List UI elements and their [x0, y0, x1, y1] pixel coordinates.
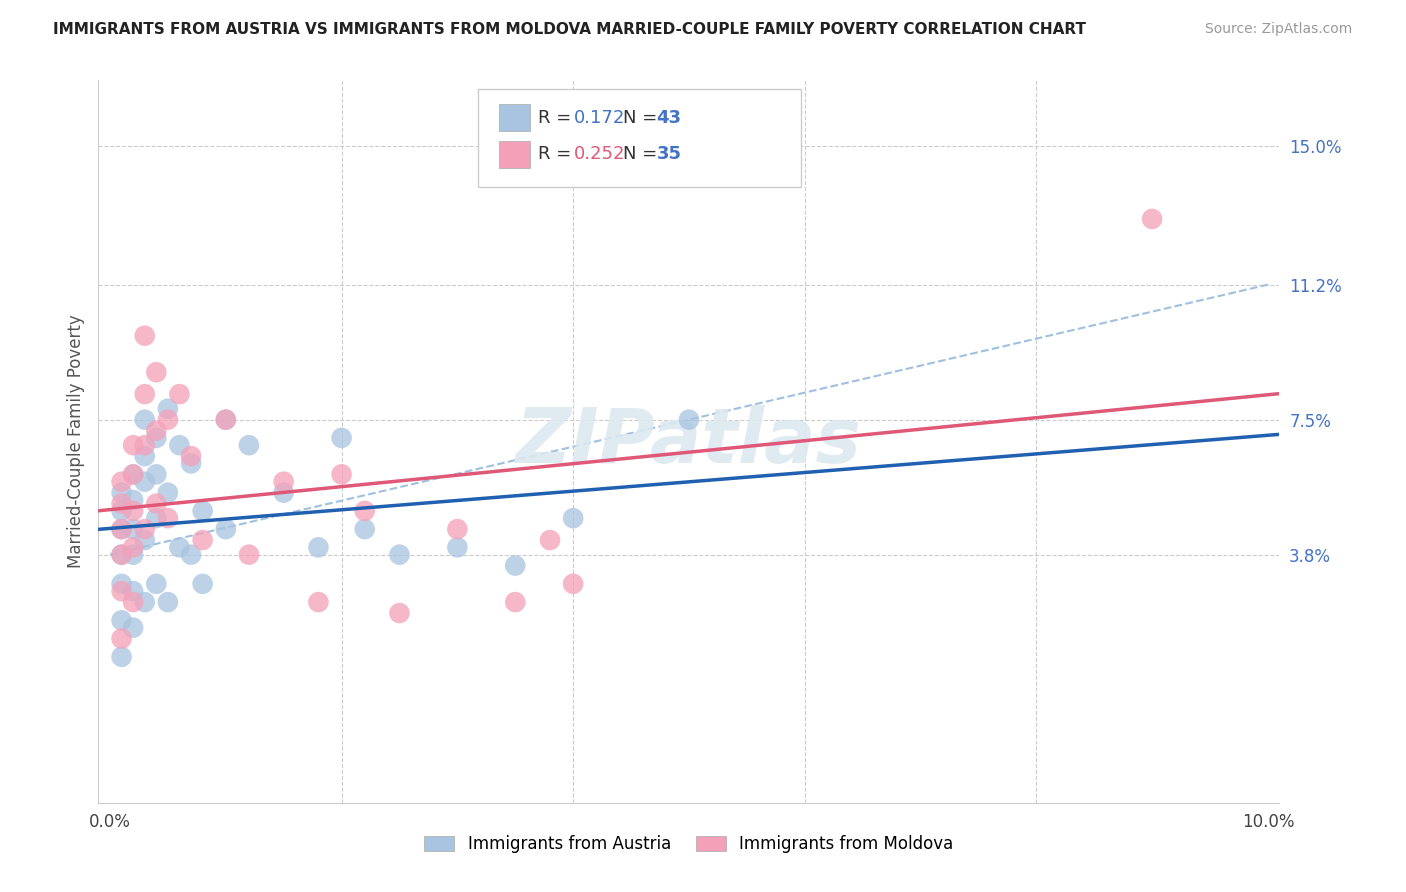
Text: 35: 35: [657, 145, 682, 163]
Point: [122, 522, 145, 536]
Point: [134, 387, 156, 401]
Point: [169, 438, 191, 452]
Point: [122, 548, 145, 562]
Point: [180, 457, 202, 471]
Point: [134, 522, 156, 536]
Point: [191, 533, 214, 547]
Point: [134, 328, 156, 343]
Point: [134, 475, 156, 489]
Point: [110, 504, 132, 518]
Point: [110, 613, 132, 627]
Point: [330, 467, 353, 482]
Point: [388, 606, 411, 620]
Point: [122, 584, 145, 599]
Text: 43: 43: [657, 109, 682, 127]
Point: [191, 577, 214, 591]
Point: [156, 511, 179, 525]
Point: [156, 412, 179, 426]
Point: [307, 541, 329, 555]
Point: [156, 485, 179, 500]
Point: [273, 475, 295, 489]
Point: [134, 595, 156, 609]
Point: [110, 475, 132, 489]
Point: [145, 511, 167, 525]
Text: N =: N =: [623, 109, 662, 127]
Point: [145, 431, 167, 445]
Point: [122, 467, 145, 482]
Point: [122, 438, 145, 452]
Point: [122, 492, 145, 507]
Text: 0.172: 0.172: [574, 109, 626, 127]
Point: [353, 522, 375, 536]
Point: [169, 387, 191, 401]
Point: [122, 467, 145, 482]
Text: IMMIGRANTS FROM AUSTRIA VS IMMIGRANTS FROM MOLDOVA MARRIED-COUPLE FAMILY POVERTY: IMMIGRANTS FROM AUSTRIA VS IMMIGRANTS FR…: [53, 22, 1087, 37]
Point: [110, 485, 132, 500]
Text: N =: N =: [623, 145, 662, 163]
Point: [238, 438, 260, 452]
Point: [145, 497, 167, 511]
Point: [180, 449, 202, 463]
Point: [1140, 211, 1163, 226]
Point: [156, 595, 179, 609]
Point: [110, 497, 132, 511]
Point: [134, 438, 156, 452]
Point: [273, 485, 295, 500]
Text: 0.252: 0.252: [574, 145, 626, 163]
Point: [110, 548, 132, 562]
Point: [503, 595, 526, 609]
Point: [145, 467, 167, 482]
Point: [110, 632, 132, 646]
Point: [145, 577, 167, 591]
Point: [122, 541, 145, 555]
Point: [353, 504, 375, 518]
Point: [145, 365, 167, 379]
Point: [134, 533, 156, 547]
Point: [110, 577, 132, 591]
Point: [562, 511, 585, 525]
Point: [330, 431, 353, 445]
Point: [678, 412, 700, 426]
Y-axis label: Married-Couple Family Poverty: Married-Couple Family Poverty: [66, 315, 84, 568]
Point: [110, 522, 132, 536]
Point: [215, 522, 238, 536]
Text: R =: R =: [538, 145, 578, 163]
Point: [562, 577, 585, 591]
Point: [122, 504, 145, 518]
Legend: Immigrants from Austria, Immigrants from Moldova: Immigrants from Austria, Immigrants from…: [418, 828, 960, 860]
Point: [446, 541, 468, 555]
Point: [238, 548, 260, 562]
Point: [388, 548, 411, 562]
Point: [134, 449, 156, 463]
Point: [503, 558, 526, 573]
Point: [145, 424, 167, 438]
Text: ZIPatlas: ZIPatlas: [516, 405, 862, 478]
Point: [110, 649, 132, 664]
Point: [191, 504, 214, 518]
Point: [122, 621, 145, 635]
Point: [134, 412, 156, 426]
Point: [538, 533, 561, 547]
Point: [110, 522, 132, 536]
Point: [122, 595, 145, 609]
Point: [307, 595, 329, 609]
Text: R =: R =: [538, 109, 578, 127]
Point: [180, 548, 202, 562]
Point: [446, 522, 468, 536]
Point: [156, 401, 179, 416]
Point: [215, 412, 238, 426]
Point: [110, 584, 132, 599]
Point: [110, 548, 132, 562]
Point: [215, 412, 238, 426]
Point: [169, 541, 191, 555]
Text: Source: ZipAtlas.com: Source: ZipAtlas.com: [1205, 22, 1353, 37]
